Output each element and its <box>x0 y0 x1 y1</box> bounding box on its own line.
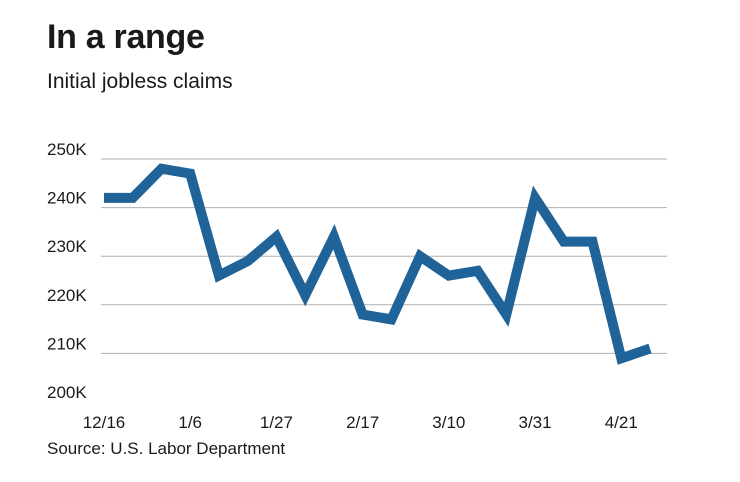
chart-subtitle: Initial jobless claims <box>47 70 233 93</box>
data-point <box>247 260 249 262</box>
x-tick-label: 3/10 <box>432 413 465 432</box>
data-point <box>390 318 392 320</box>
data-point <box>362 314 364 316</box>
data-point <box>649 348 651 350</box>
y-tick-label: 230K <box>47 237 87 256</box>
data-point <box>477 270 479 272</box>
data-point <box>534 197 536 199</box>
data-point <box>132 197 134 199</box>
data-point <box>304 294 306 296</box>
x-axis-labels: 12/16 1/6 1/27 2/17 3/10 3/31 4/21 <box>83 413 638 432</box>
data-point <box>620 357 622 359</box>
y-tick-label: 240K <box>47 189 87 208</box>
y-tick-label: 210K <box>47 334 87 353</box>
x-tick-label: 1/27 <box>260 413 293 432</box>
y-tick-label: 250K <box>47 140 87 159</box>
y-tick-label: 200K <box>47 383 87 402</box>
data-point <box>333 236 335 238</box>
x-tick-label: 3/31 <box>519 413 552 432</box>
data-point <box>505 314 507 316</box>
data-point <box>218 275 220 277</box>
x-tick-label: 2/17 <box>346 413 379 432</box>
x-tick-label: 4/21 <box>605 413 638 432</box>
x-tick-label: 1/6 <box>178 413 202 432</box>
y-axis-labels: 200K 210K 220K 230K 240K 250K <box>47 140 87 402</box>
source-note: Source: U.S. Labor Department <box>47 439 286 458</box>
data-point <box>448 275 450 277</box>
series-group <box>103 163 652 365</box>
data-point <box>592 241 594 243</box>
data-point <box>275 236 277 238</box>
data-point <box>563 241 565 243</box>
data-point <box>419 255 421 257</box>
series-line <box>104 163 652 365</box>
data-point <box>189 173 191 175</box>
data-point <box>160 168 162 170</box>
y-tick-label: 220K <box>47 286 87 305</box>
data-point <box>103 197 105 199</box>
chart-title: In a range <box>47 18 205 56</box>
x-tick-label: 12/16 <box>83 413 126 432</box>
gridlines <box>101 158 667 354</box>
